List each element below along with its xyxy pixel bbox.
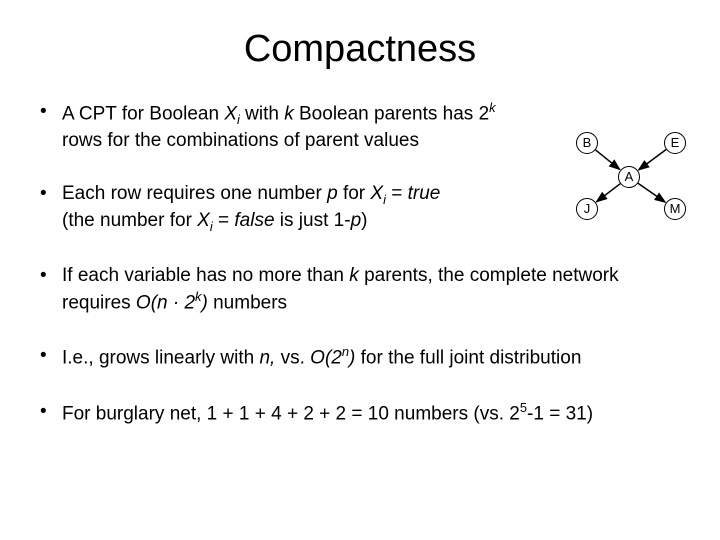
var-p: p xyxy=(327,183,338,204)
text: is just 1- xyxy=(275,210,351,231)
text: Boolean parents has 2 xyxy=(294,103,489,124)
text: I.e., grows linearly with xyxy=(62,348,259,369)
edge-E-A xyxy=(639,150,667,170)
text: for the full joint distribution xyxy=(355,348,581,369)
network-diagram: B E AJ M xyxy=(552,132,692,224)
var-k: k xyxy=(349,265,359,286)
edge-A-J xyxy=(597,184,621,202)
sup-5: 5 xyxy=(520,400,527,415)
text: vs. xyxy=(275,348,310,369)
node-J: J xyxy=(576,198,598,220)
text: rows for the combinations of parent valu… xyxy=(62,130,419,151)
text: ) xyxy=(361,210,367,231)
text: = xyxy=(213,210,235,231)
text: A CPT for Boolean xyxy=(62,103,224,124)
text: for xyxy=(338,183,371,204)
node-M: M xyxy=(664,198,686,220)
big-o: O(2 xyxy=(310,348,342,369)
node-A: A xyxy=(618,166,640,188)
big-o: O(n · 2 xyxy=(136,292,195,313)
text: with xyxy=(240,103,284,124)
text: If each variable has no more than xyxy=(62,265,349,286)
var-k: k xyxy=(284,103,294,124)
text: Each row requires one number xyxy=(62,183,327,204)
false: false xyxy=(234,210,274,231)
var-n: n, xyxy=(259,348,275,369)
bullet-4: I.e., grows linearly with n, vs. O(2n) f… xyxy=(38,343,682,370)
var-x: X xyxy=(370,183,383,204)
text: For burglary net, 1 + 1 + 4 + 2 + 2 = 10… xyxy=(62,403,520,424)
text: (the number for xyxy=(62,210,197,231)
edge-A-M xyxy=(638,183,665,202)
text: numbers xyxy=(208,292,287,313)
node-B: B xyxy=(576,132,598,154)
edge-B-A xyxy=(596,150,620,170)
bullet-5: For burglary net, 1 + 1 + 4 + 2 + 2 = 10… xyxy=(38,399,682,426)
var-x: X xyxy=(197,210,210,231)
sup-n: n xyxy=(342,344,349,359)
bullet-3: If each variable has no more than k pare… xyxy=(38,263,682,315)
slide: Compactness A CPT for Boolean Xi with k … xyxy=(0,0,720,540)
var-x: X xyxy=(224,103,237,124)
true: true xyxy=(408,183,441,204)
text: = xyxy=(386,183,408,204)
node-E: E xyxy=(664,132,686,154)
var-p: p xyxy=(351,210,362,231)
slide-title: Compactness xyxy=(38,28,682,71)
text: -1 = 31) xyxy=(527,403,593,424)
sup-k: k xyxy=(489,100,495,115)
